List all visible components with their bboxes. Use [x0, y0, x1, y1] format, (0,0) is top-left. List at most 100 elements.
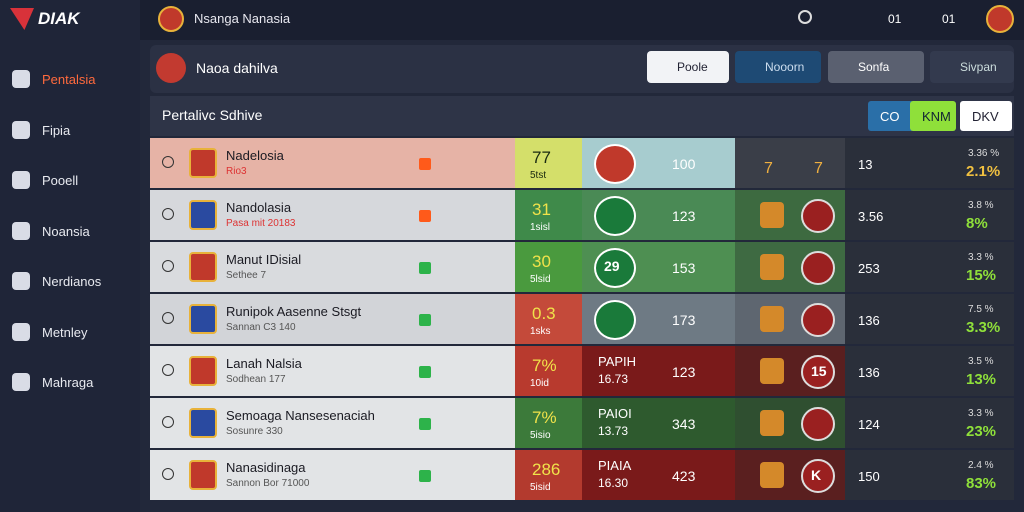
header-button[interactable] — [647, 51, 729, 83]
table-title: Pertalivc Sdhive — [162, 107, 263, 123]
team-crest — [189, 304, 217, 334]
status-dot — [419, 366, 431, 378]
nav-icon — [12, 272, 30, 290]
nav-icon — [12, 373, 30, 391]
tab[interactable] — [910, 101, 956, 131]
right-cell — [845, 398, 1014, 448]
mid-cell — [582, 398, 735, 448]
pct-top: 2.4 % — [968, 460, 994, 471]
tab[interactable] — [960, 101, 1012, 131]
team-crest — [189, 200, 217, 230]
mid-value: 343 — [672, 416, 696, 432]
score-cell — [515, 346, 582, 396]
fav-icon[interactable] — [162, 364, 174, 376]
score-cell — [515, 294, 582, 344]
header-button-label[interactable]: Nooorn — [765, 60, 805, 74]
topbar — [140, 0, 1024, 40]
mid-badge: 29 — [604, 258, 620, 274]
nav-icon — [12, 221, 30, 240]
tab-label[interactable]: CO — [880, 109, 900, 124]
header-button-label[interactable]: Sonfa — [858, 60, 890, 74]
pair-value: 7 — [814, 160, 823, 177]
nav-item[interactable]: Mahraga — [42, 375, 94, 390]
team-icon — [760, 306, 784, 332]
header-button[interactable] — [828, 51, 924, 83]
team-crest — [189, 356, 217, 386]
tab-label[interactable]: KNM — [922, 109, 951, 124]
score-sub: 10id — [530, 378, 549, 389]
nav-item[interactable]: Pooell — [42, 173, 79, 188]
right-cell — [845, 294, 1014, 344]
mid-crest — [594, 144, 636, 184]
team-name: Semoaga Nansesenaciah — [226, 408, 375, 423]
score: 31 — [532, 200, 551, 219]
right-cell — [845, 450, 1014, 500]
score-sub: 1sks — [530, 326, 551, 337]
header-button[interactable] — [930, 51, 1014, 83]
score-sub: 5isid — [530, 482, 551, 493]
nav-item[interactable]: Pentalsia — [42, 72, 96, 87]
search-icon — [798, 10, 812, 24]
fav-icon[interactable] — [162, 260, 174, 272]
mid-value: 123 — [672, 364, 696, 380]
nav-item[interactable]: Nerdianos — [42, 274, 102, 289]
nav-icon — [12, 70, 30, 88]
right-num: 13 — [858, 157, 873, 172]
team-icon — [760, 462, 784, 488]
team-icon — [801, 355, 835, 389]
fav-icon[interactable] — [162, 208, 174, 220]
score: 7% — [532, 356, 557, 375]
score-cell — [515, 450, 582, 500]
right-num: 136 — [858, 365, 880, 380]
status-dot — [419, 210, 431, 222]
team-crest — [189, 460, 217, 490]
mid-sub: 16.30 — [598, 476, 629, 490]
score-sub: 5tst — [530, 170, 547, 181]
mid-value: 423 — [672, 468, 696, 484]
mid-label: PAIOI — [598, 406, 632, 421]
nav-item[interactable]: Noansia — [42, 223, 90, 239]
score-sub: 5lsid — [530, 274, 551, 285]
status-dot — [419, 158, 431, 170]
score-cell — [515, 398, 582, 448]
score-cell — [515, 138, 582, 188]
team-crest — [189, 148, 217, 178]
team-name: Nadelosia — [226, 148, 284, 163]
nav-icon — [12, 120, 30, 139]
mid-label: PIAIA — [598, 458, 632, 473]
team-name: Manut IDisial — [226, 252, 302, 267]
nav-item[interactable]: Fipia — [42, 122, 71, 138]
icon-badge: K — [811, 467, 822, 483]
fav-icon[interactable] — [162, 468, 174, 480]
tab[interactable] — [868, 101, 914, 131]
pct: 83% — [966, 475, 997, 492]
team-sub: Sannan C3 140 — [226, 322, 296, 333]
fav-icon[interactable] — [162, 156, 174, 168]
pct-top: 3.5 % — [968, 356, 994, 367]
pct: 3.3% — [966, 319, 1001, 336]
score: 77 — [532, 148, 551, 167]
avatar — [986, 5, 1014, 33]
mid-sub: 13.73 — [598, 424, 629, 438]
nav-icon — [12, 171, 30, 189]
nav-icon — [12, 322, 30, 341]
fav-icon[interactable] — [162, 312, 174, 324]
pct-top: 3.8 % — [968, 200, 994, 211]
score: 0.3 — [532, 304, 556, 323]
score: 7% — [532, 408, 557, 427]
header-button[interactable] — [735, 51, 821, 83]
header-button-label[interactable]: Sivpan — [960, 60, 997, 74]
nav-item[interactable]: Metnley — [42, 324, 88, 340]
header-button-label[interactable]: Poole — [677, 60, 708, 74]
fav-icon[interactable] — [162, 416, 174, 428]
right-num: 253 — [858, 261, 880, 276]
mid-crest — [594, 300, 636, 340]
team-sub: Sodhean 177 — [226, 374, 286, 385]
mid-cell — [582, 346, 735, 396]
tab-label[interactable]: DKV — [972, 109, 999, 124]
score-cell — [515, 190, 582, 240]
pct: 23% — [966, 423, 997, 440]
team-sub: Pasa mit 20183 — [226, 218, 296, 229]
brand: DIAK — [38, 9, 80, 28]
